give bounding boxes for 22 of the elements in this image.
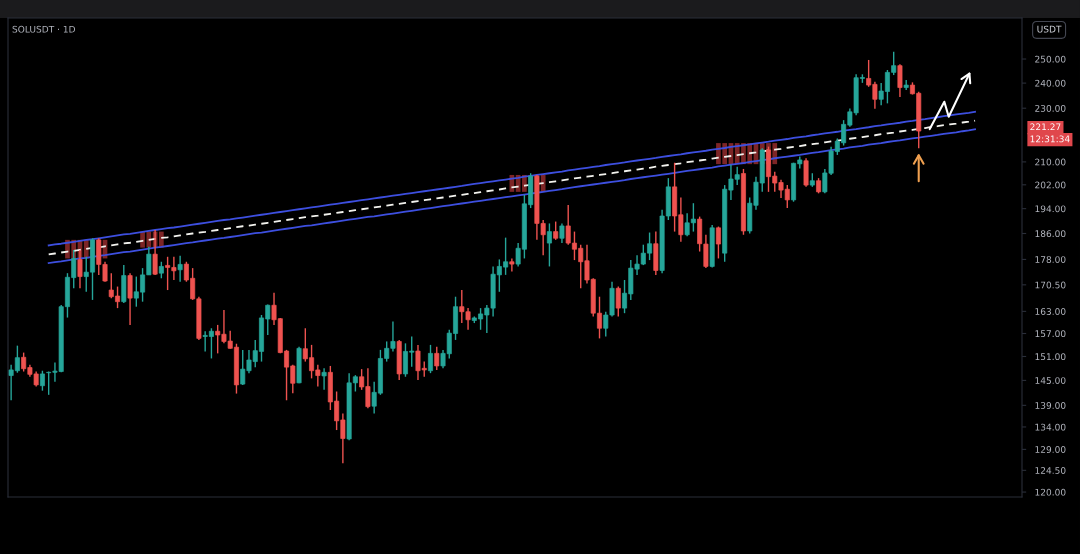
y-tick-label: 240.00 bbox=[1035, 79, 1066, 87]
y-tick-label: 194.00 bbox=[1035, 205, 1066, 213]
y-tick-label: 129.00 bbox=[1035, 446, 1066, 453]
y-tick-label: 250.00 bbox=[1035, 55, 1066, 63]
y-tick-label: 124.50 bbox=[1035, 467, 1066, 474]
text: SOLUSDT · 1D bbox=[12, 25, 75, 33]
y-tick-label: 157.00 bbox=[1035, 330, 1066, 338]
y-tick-label: 210.00 bbox=[1035, 158, 1066, 166]
y-tick-label: 145.00 bbox=[1035, 377, 1066, 384]
y-tick-label: 139.00 bbox=[1035, 402, 1066, 409]
y-tick-label: 134.00 bbox=[1035, 423, 1066, 431]
text: 221.27 bbox=[1030, 123, 1061, 131]
y-tick-label: 170.50 bbox=[1035, 281, 1066, 289]
y-tick-label: 151.00 bbox=[1035, 353, 1066, 361]
text: 12:31:34 bbox=[1030, 135, 1070, 143]
y-tick-label: 178.00 bbox=[1035, 256, 1066, 263]
y-tick-label: 120.00 bbox=[1035, 488, 1066, 496]
y-axis-title: USDT bbox=[1037, 25, 1062, 33]
y-tick-label: 163.00 bbox=[1035, 308, 1066, 315]
y-tick-label: 230.00 bbox=[1035, 104, 1066, 112]
y-tick-label: 202.00 bbox=[1035, 181, 1066, 189]
y-tick-label: 186.00 bbox=[1035, 230, 1066, 238]
